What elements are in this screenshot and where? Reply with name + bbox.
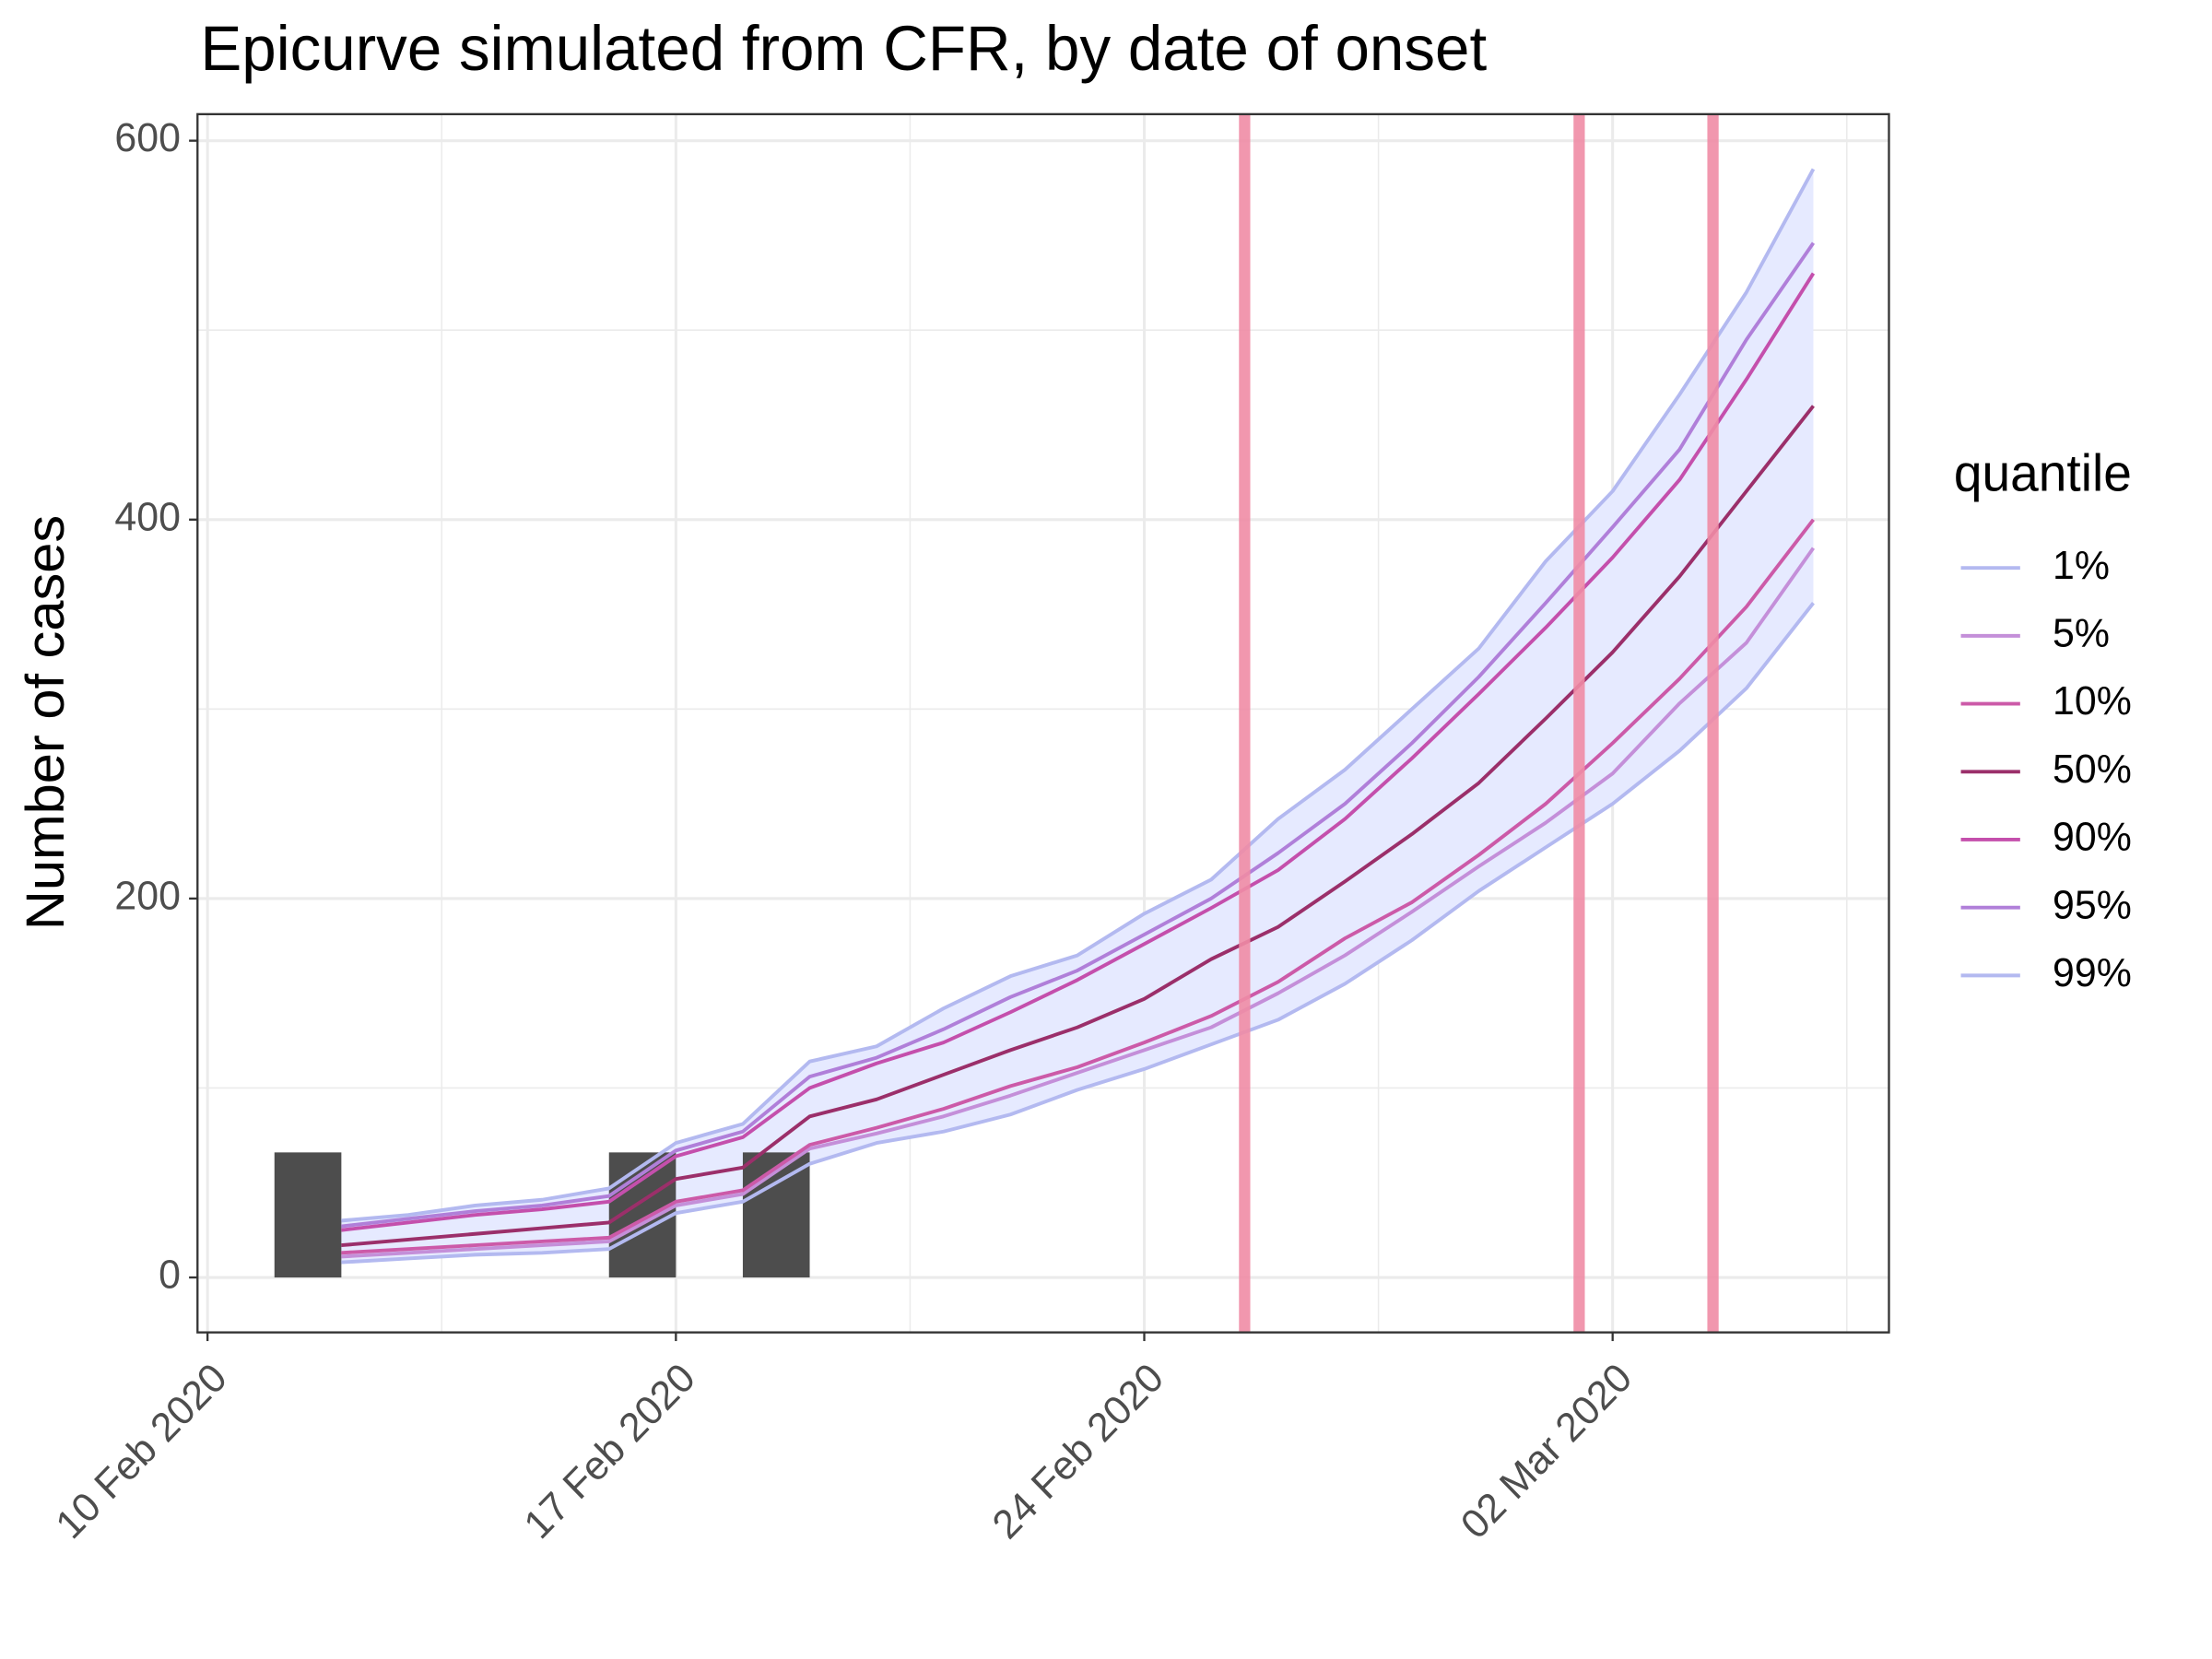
legend-label: 1%: [2053, 543, 2110, 588]
quantile-line: [341, 518, 1815, 1255]
quantile-line: [341, 272, 1816, 1232]
legend-label: 99%: [2053, 950, 2132, 995]
legend-label: 50%: [2053, 747, 2132, 792]
y-axis-label: Number of cases: [17, 515, 76, 930]
legend-label: 10%: [2053, 679, 2132, 724]
y-tick-label: 600: [114, 116, 180, 161]
quantile-line: [341, 601, 1815, 1265]
plot-border: [196, 112, 1890, 1334]
legend-label: 95%: [2053, 883, 2132, 928]
legend-label: 5%: [2053, 611, 2110, 656]
quantile-band: [341, 169, 1814, 1263]
quantile-line: [341, 168, 1816, 1223]
y-tick-label: 0: [159, 1253, 181, 1298]
legend-title: quantile: [1954, 444, 2132, 502]
bar: [274, 1152, 342, 1278]
y-tick-label: 400: [114, 495, 180, 540]
y-tick-label: 200: [114, 874, 180, 919]
quantile-line: [341, 547, 1816, 1259]
legend-label: 90%: [2053, 815, 2132, 860]
chart-title: Epicurve simulated from CFR, by date of …: [200, 13, 1487, 84]
quantile-line: [341, 241, 1816, 1229]
quantile-line: [341, 405, 1815, 1248]
